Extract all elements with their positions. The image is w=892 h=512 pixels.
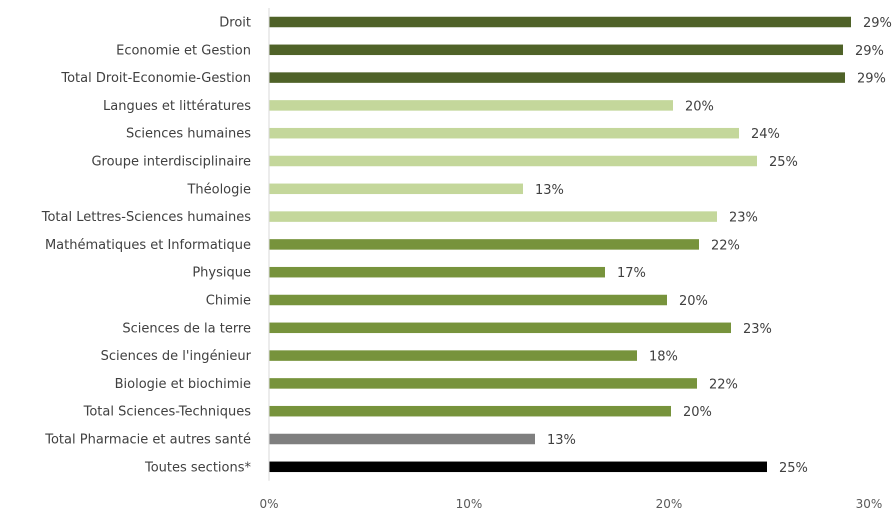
bar [269, 433, 535, 445]
value-label: 29% [857, 72, 886, 87]
value-label: 20% [683, 405, 712, 420]
value-label: 13% [547, 433, 576, 448]
category-label: Total Pharmacie et autres santé [44, 433, 251, 448]
category-label: Economie et Gestion [116, 43, 251, 58]
bars [269, 16, 851, 473]
bar [269, 211, 717, 222]
x-tick-label: 0% [259, 497, 278, 511]
x-tick-label: 10% [456, 497, 483, 511]
category-label: Chimie [206, 294, 251, 309]
category-label: Sciences humaines [126, 127, 251, 142]
bar [269, 239, 699, 250]
bar [269, 72, 845, 83]
category-label: Mathématiques et Informatique [45, 238, 251, 253]
bar [269, 100, 673, 111]
category-label: Théologie [186, 182, 251, 197]
category-label: Total Droit-Economie-Gestion [60, 71, 251, 86]
value-label: 20% [685, 99, 714, 114]
category-label: Total Lettres-Sciences humaines [41, 210, 251, 225]
value-label: 18% [649, 350, 678, 365]
value-label: 22% [709, 377, 738, 392]
bar [269, 155, 757, 167]
bar [269, 322, 731, 334]
value-label: 29% [863, 16, 892, 31]
category-label: Droit [219, 16, 251, 31]
bar [269, 266, 605, 278]
category-labels: Droit Economie et Gestion Total Droit-Econ… [41, 16, 252, 476]
bar [269, 44, 843, 56]
category-label: Toutes sections* [144, 460, 252, 475]
category-label: Physique [192, 266, 251, 281]
value-label: 25% [779, 461, 808, 476]
x-tick-label: 20% [656, 497, 683, 511]
value-label: 17% [617, 266, 646, 281]
bar [269, 461, 767, 473]
value-label: 13% [535, 183, 564, 198]
value-label: 24% [751, 127, 780, 142]
value-label: 29% [855, 44, 884, 59]
value-label: 20% [679, 294, 708, 309]
x-tick-label: 30% [856, 497, 883, 511]
value-label: 23% [729, 211, 758, 226]
bar [269, 183, 523, 195]
bar [269, 127, 739, 139]
value-label: 25% [769, 155, 798, 170]
value-labels: 29% 29% 29% 20% 24% 25% 13% 23% 22% 17% 20% 23% 18% 2… [535, 16, 892, 476]
bar [269, 294, 667, 306]
category-label: Biologie et biochimie [115, 377, 251, 392]
category-label: Langues et littératures [103, 99, 251, 114]
category-label: Sciences de l'ingénieur [101, 349, 252, 364]
bar [269, 16, 851, 28]
bar [269, 350, 637, 361]
category-label: Total Sciences-Techniques [83, 405, 252, 420]
x-axis-ticks: 0% 10% 20% 30% [259, 497, 882, 511]
category-label: Sciences de la terre [122, 321, 251, 336]
bar [269, 378, 697, 389]
value-label: 23% [743, 322, 772, 337]
category-label: Groupe interdisciplinaire [91, 155, 251, 170]
bar [269, 405, 671, 417]
value-label: 22% [711, 238, 740, 253]
